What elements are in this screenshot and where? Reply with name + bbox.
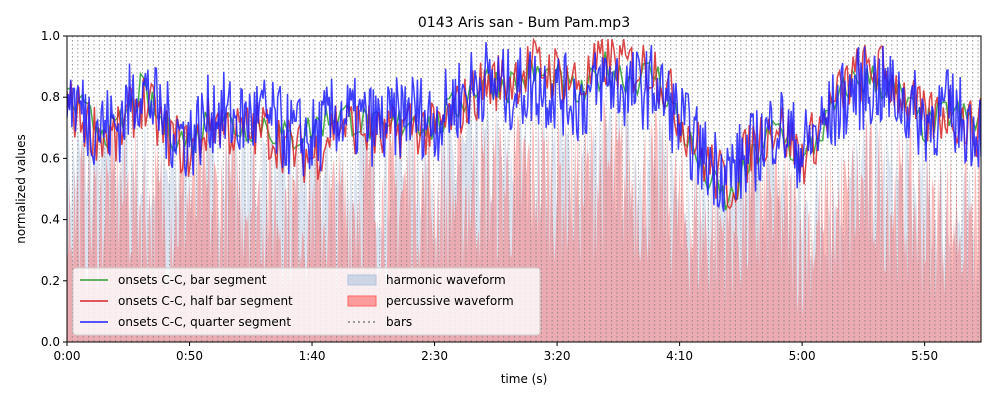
quarter-segment-line [67, 42, 981, 212]
legend-item: bars [348, 315, 412, 329]
bar-lines [67, 36, 979, 342]
y-tick-label: 0.6 [41, 151, 60, 165]
legend-item: percussive waveform [347, 294, 514, 308]
legend-swatch [347, 295, 377, 307]
y-tick-label: 0.8 [41, 90, 60, 104]
legend-label: onsets C-C, quarter segment [118, 315, 291, 329]
x-tick-label: 0:50 [176, 349, 203, 363]
axes-frame [66, 35, 982, 343]
y-tick-label: 1.0 [41, 29, 60, 43]
legend-item: onsets C-C, bar segment [80, 273, 267, 287]
legend-label: percussive waveform [386, 294, 514, 308]
legend-label: bars [386, 315, 412, 329]
x-tick-label: 0:00 [54, 349, 81, 363]
y-axis: 0.0 0.2 0.4 0.6 0.8 1.0 [41, 29, 67, 349]
legend-box [72, 267, 541, 336]
x-axis: 0:00 0:50 1:40 2:30 3:20 4:10 5:00 5:50 [54, 342, 938, 363]
chart-title: 0143 Aris san - Bum Pam.mp3 [418, 15, 630, 31]
legend-swatch [347, 274, 377, 286]
legend-item: onsets C-C, quarter segment [80, 315, 291, 329]
x-tick-label: 1:40 [299, 349, 326, 363]
legend-label: onsets C-C, bar segment [118, 273, 267, 287]
x-axis-label: time (s) [501, 372, 548, 386]
legend: onsets C-C, bar segment onsets C-C, half … [72, 267, 541, 336]
x-tick-label: 5:00 [789, 349, 816, 363]
legend-item: onsets C-C, half bar segment [80, 294, 293, 308]
y-tick-label: 0.2 [41, 274, 60, 288]
x-tick-label: 2:30 [421, 349, 448, 363]
y-tick-label: 0.4 [41, 213, 60, 227]
legend-label: harmonic waveform [386, 273, 506, 287]
y-axis-label: normalized values [14, 134, 28, 244]
legend-label: onsets C-C, half bar segment [118, 294, 293, 308]
x-tick-label: 5:50 [911, 349, 938, 363]
legend-item: harmonic waveform [347, 273, 506, 287]
x-tick-label: 4:10 [666, 349, 693, 363]
x-tick-label: 3:20 [544, 349, 571, 363]
y-tick-label: 0.0 [41, 335, 60, 349]
